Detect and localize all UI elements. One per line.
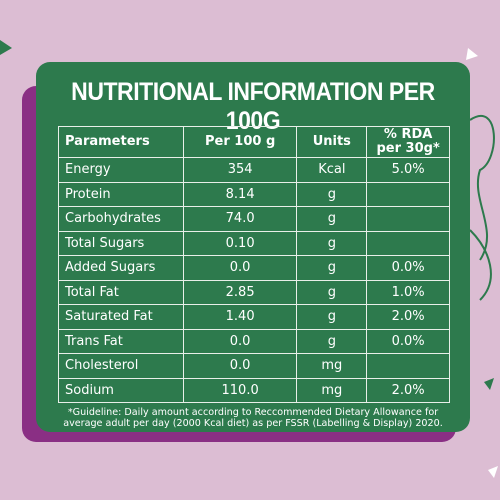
- table-cell: 0.0%: [366, 328, 450, 354]
- table-cell: 2.85: [182, 279, 298, 305]
- table-cell: 354: [182, 157, 298, 183]
- table-row: Cholesterol 0.0 mg: [58, 353, 450, 379]
- table-row: Protein 8.14 g: [58, 181, 450, 207]
- table-cell: [366, 230, 450, 256]
- table-cell: 0.0: [182, 328, 298, 354]
- table-cell: mg: [296, 377, 368, 403]
- table-cell: [366, 353, 450, 379]
- table-row: Total Sugars 0.10 g: [58, 230, 450, 256]
- table-cell: g: [296, 181, 368, 207]
- table-cell: 5.0%: [366, 157, 450, 183]
- table-cell: g: [296, 255, 368, 281]
- table-cell: Saturated Fat: [58, 304, 184, 330]
- table-cell: Kcal: [296, 157, 368, 183]
- column-header: Per 100 g: [182, 126, 298, 158]
- table-cell: g: [296, 279, 368, 305]
- table-cell: [366, 206, 450, 232]
- table-cell: 110.0: [182, 377, 298, 403]
- table-cell: 2.0%: [366, 377, 450, 403]
- table-cell: Carbohydrates: [58, 206, 184, 232]
- table-cell: g: [296, 328, 368, 354]
- footnote: *Guideline: Daily amount according to Re…: [63, 407, 443, 429]
- table-cell: 0.10: [182, 230, 298, 256]
- table-cell: 74.0: [182, 206, 298, 232]
- table-cell: 0.0: [182, 353, 298, 379]
- table-row: Carbohydrates 74.0 g: [58, 206, 450, 232]
- table-cell: Total Fat: [58, 279, 184, 305]
- table-cell: Energy: [58, 157, 184, 183]
- table-cell: g: [296, 206, 368, 232]
- table-cell: 2.0%: [366, 304, 450, 330]
- table-cell: g: [296, 230, 368, 256]
- table-cell: g: [296, 304, 368, 330]
- table-row: Saturated Fat 1.40 g 2.0%: [58, 304, 450, 330]
- table-cell: Added Sugars: [58, 255, 184, 281]
- table-row: Trans Fat 0.0 g 0.0%: [58, 328, 450, 354]
- column-header: Units: [296, 126, 368, 158]
- table-cell: Cholesterol: [58, 353, 184, 379]
- table-row: Added Sugars 0.0 g 0.0%: [58, 255, 450, 281]
- table-cell: Sodium: [58, 377, 184, 403]
- header-row: Parameters Per 100 g Units% RDA per 30g*: [58, 126, 450, 158]
- table-cell: 0.0: [182, 255, 298, 281]
- table-cell: 1.0%: [366, 279, 450, 305]
- table-cell: Protein: [58, 181, 184, 207]
- nutrition-table: Parameters Per 100 g Units% RDA per 30g* E…: [58, 126, 450, 403]
- table-cell: 8.14: [182, 181, 298, 207]
- table-cell: 1.40: [182, 304, 298, 330]
- table-cell: 0.0%: [366, 255, 450, 281]
- table-row: Sodium 110.0 mg 2.0%: [58, 377, 450, 403]
- table-cell: mg: [296, 353, 368, 379]
- column-header: % RDA per 30g*: [366, 126, 450, 158]
- table-cell: [366, 181, 450, 207]
- table-cell: Trans Fat: [58, 328, 184, 354]
- table-row: Total Fat 2.85 g 1.0%: [58, 279, 450, 305]
- table-cell: Total Sugars: [58, 230, 184, 256]
- nutrition-card: NUTRITIONAL INFORMATION PER 100G Paramet…: [36, 62, 470, 432]
- table-row: Energy 354 Kcal 5.0%: [58, 157, 450, 183]
- column-header: Parameters: [58, 126, 184, 158]
